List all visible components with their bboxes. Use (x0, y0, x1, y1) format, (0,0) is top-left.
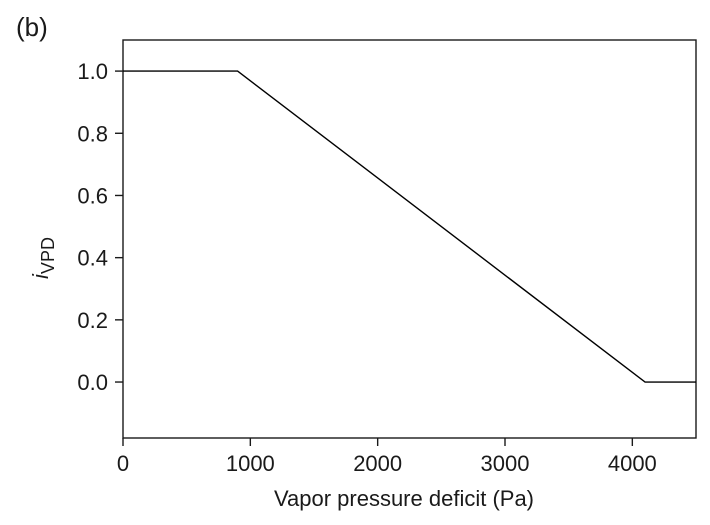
y-tick-label: 0.4 (77, 246, 108, 271)
x-axis-ticks: 0 1000 2000 3000 4000 (117, 438, 657, 476)
y-tick-label: 0.8 (77, 121, 108, 146)
x-tick-label: 2000 (353, 451, 402, 476)
y-tick-label: 0.6 (77, 183, 108, 208)
panel-label: (b) (16, 12, 48, 42)
x-tick-label: 3000 (481, 451, 530, 476)
x-tick-label: 1000 (226, 451, 275, 476)
x-tick-label: 0 (117, 451, 129, 476)
x-tick-label: 4000 (608, 451, 657, 476)
y-tick-label: 0.2 (77, 308, 108, 333)
y-axis-label-subscript: VPD (38, 237, 58, 274)
series-line (123, 70, 696, 383)
y-axis-label: iVPD (28, 237, 58, 279)
y-axis-label-main: i (28, 273, 53, 279)
y-tick-label: 1.0 (77, 59, 108, 84)
plot-frame (122, 39, 697, 439)
series-layer (123, 70, 696, 383)
y-tick-label: 0.0 (77, 370, 108, 395)
x-axis-label: Vapor pressure deficit (Pa) (274, 486, 534, 511)
y-axis-ticks: 0.0 0.2 0.4 0.6 0.8 1.0 (77, 59, 123, 395)
